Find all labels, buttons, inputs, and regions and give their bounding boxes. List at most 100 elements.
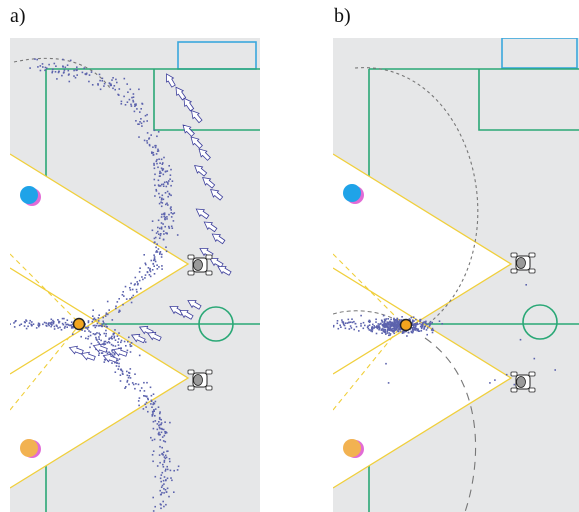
particle-point bbox=[125, 386, 127, 388]
particle-point bbox=[164, 430, 166, 433]
particle-point bbox=[133, 284, 136, 286]
particle-point bbox=[350, 327, 353, 329]
arrow-chevron-icon bbox=[80, 351, 96, 361]
particle-point bbox=[395, 321, 397, 323]
fov-edge-lower bbox=[10, 267, 190, 489]
particle-point bbox=[101, 77, 104, 80]
particle-point bbox=[131, 296, 133, 299]
particle-point bbox=[164, 192, 167, 194]
particle-point bbox=[85, 73, 87, 76]
particle-point bbox=[157, 166, 159, 169]
particle-point bbox=[395, 323, 398, 325]
particle-point bbox=[155, 190, 158, 192]
particle-point bbox=[50, 318, 53, 321]
particle-point bbox=[167, 204, 169, 206]
particle-point bbox=[114, 345, 117, 347]
particle-point bbox=[156, 264, 158, 266]
particle-point bbox=[158, 266, 160, 268]
particle-point bbox=[153, 162, 155, 165]
particle-point bbox=[159, 196, 161, 199]
particle-point bbox=[344, 327, 347, 330]
particle-point bbox=[87, 335, 90, 338]
particle-point bbox=[375, 318, 377, 321]
particle-point bbox=[162, 440, 165, 442]
particle-point bbox=[151, 410, 154, 413]
particle-point bbox=[113, 337, 115, 339]
particle-point bbox=[90, 71, 93, 73]
particle-point bbox=[160, 201, 162, 203]
particle-point bbox=[115, 78, 117, 81]
particle-point bbox=[105, 323, 107, 326]
particle-point bbox=[151, 269, 154, 271]
particle-point bbox=[396, 320, 398, 323]
particle-point bbox=[154, 146, 157, 149]
particle-point bbox=[103, 325, 106, 327]
particle-point bbox=[135, 288, 138, 291]
particle-point bbox=[155, 160, 158, 163]
particle-point bbox=[144, 262, 147, 265]
particle-point bbox=[114, 329, 116, 331]
particle-point bbox=[94, 318, 97, 321]
particle-point bbox=[513, 383, 516, 386]
particle-point bbox=[413, 324, 416, 326]
particle-point bbox=[377, 323, 380, 325]
particle-point bbox=[42, 66, 44, 68]
particle-point bbox=[159, 253, 161, 255]
particle-point bbox=[98, 314, 100, 316]
particle-point bbox=[162, 230, 165, 232]
particle-point bbox=[112, 332, 115, 335]
particle-point bbox=[136, 283, 139, 286]
particle-point bbox=[169, 207, 172, 210]
particle-point bbox=[154, 236, 157, 239]
particle-point bbox=[170, 184, 172, 187]
particle-point bbox=[156, 135, 158, 138]
particle-point bbox=[99, 79, 101, 82]
arrow-chevron-icon bbox=[92, 343, 108, 353]
particle-point bbox=[111, 319, 114, 321]
particle-point bbox=[128, 383, 130, 386]
particle-point bbox=[97, 320, 100, 322]
particle-point bbox=[148, 143, 151, 146]
particle-point bbox=[145, 401, 148, 404]
particle-point bbox=[166, 465, 168, 468]
particle-point bbox=[167, 182, 169, 184]
particle-point bbox=[149, 267, 151, 270]
particle-point bbox=[76, 66, 78, 68]
particle-point bbox=[343, 323, 345, 326]
particle-point bbox=[38, 324, 41, 326]
particle-point bbox=[164, 489, 167, 491]
particle-point bbox=[158, 233, 160, 235]
particle-point bbox=[346, 322, 349, 324]
particle-point bbox=[386, 332, 389, 334]
particle-point bbox=[64, 325, 66, 328]
particle-point bbox=[154, 400, 157, 403]
particle-point bbox=[360, 314, 362, 317]
particle-point bbox=[126, 381, 128, 383]
particle-point bbox=[101, 325, 103, 328]
particle-point bbox=[160, 256, 163, 258]
particle-point bbox=[397, 324, 400, 326]
particle-point bbox=[165, 181, 168, 183]
particle-point bbox=[51, 70, 54, 73]
particle-point bbox=[152, 412, 154, 414]
particle-point bbox=[351, 318, 353, 320]
particle-point bbox=[31, 324, 33, 327]
particle-point bbox=[104, 340, 107, 343]
particle-point bbox=[368, 329, 371, 331]
particle-point bbox=[371, 330, 373, 333]
particle-point bbox=[91, 320, 94, 323]
particle-point bbox=[164, 457, 167, 460]
particle-point bbox=[384, 331, 387, 334]
particle-point bbox=[144, 403, 146, 405]
particle-point bbox=[441, 323, 443, 325]
particle-point bbox=[101, 323, 103, 326]
particle-point bbox=[88, 74, 91, 76]
particle-point bbox=[134, 387, 136, 390]
particle-point bbox=[154, 408, 157, 410]
particle-point bbox=[103, 361, 106, 363]
particle-point bbox=[169, 174, 172, 176]
particle-point bbox=[159, 170, 161, 173]
particle-point bbox=[145, 406, 147, 408]
particle-point bbox=[10, 323, 11, 325]
particle-point bbox=[129, 351, 132, 353]
